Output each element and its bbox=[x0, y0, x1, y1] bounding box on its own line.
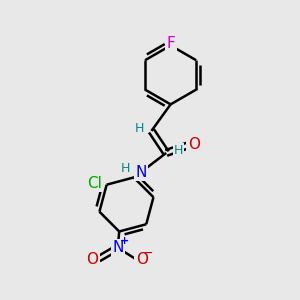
Text: −: − bbox=[142, 247, 153, 260]
Text: F: F bbox=[166, 36, 175, 51]
Text: N: N bbox=[112, 240, 123, 255]
Text: N: N bbox=[136, 165, 147, 180]
Text: Cl: Cl bbox=[87, 176, 102, 191]
Text: O: O bbox=[136, 252, 148, 267]
Text: +: + bbox=[120, 236, 129, 246]
Text: O: O bbox=[188, 136, 200, 152]
Text: H: H bbox=[121, 162, 130, 175]
Text: H: H bbox=[174, 144, 183, 157]
Text: O: O bbox=[86, 252, 98, 267]
Text: H: H bbox=[134, 122, 144, 135]
